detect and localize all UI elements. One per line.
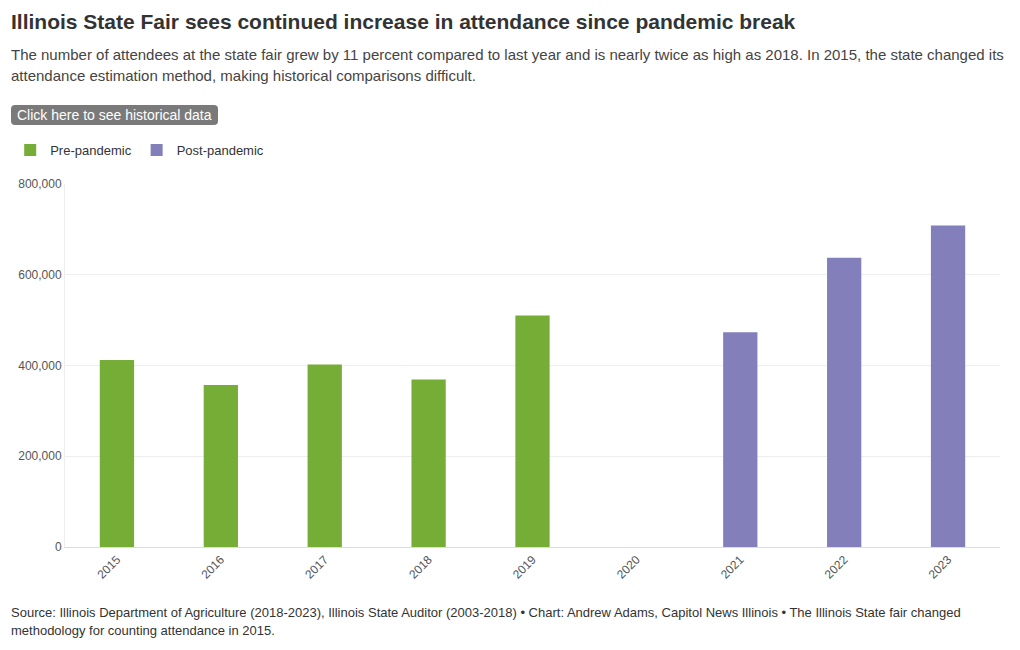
svg-text:Pre-pandemic: Pre-pandemic xyxy=(50,143,131,158)
svg-text:2016: 2016 xyxy=(198,553,227,582)
svg-text:400,000: 400,000 xyxy=(18,359,62,373)
svg-text:2022: 2022 xyxy=(822,553,851,582)
svg-text:2017: 2017 xyxy=(302,553,331,582)
svg-text:0: 0 xyxy=(55,540,62,554)
html-text:Source: Illinois Department of: Source: Illinois Department of Agricultu… xyxy=(11,605,961,638)
html-text:The number of attendees at the: The number of attendees at the state fai… xyxy=(11,46,1004,84)
svg-text:2023: 2023 xyxy=(926,553,955,582)
svg-text:Post-pandemic: Post-pandemic xyxy=(177,143,264,158)
svg-text:2019: 2019 xyxy=(510,553,539,582)
svg-text:2020: 2020 xyxy=(614,553,643,582)
svg-text:200,000: 200,000 xyxy=(18,449,62,463)
svg-text:800,000: 800,000 xyxy=(18,177,62,191)
html-text:Illinois State Fair sees conti: Illinois State Fair sees continued incre… xyxy=(11,10,796,33)
svg-text:2018: 2018 xyxy=(406,553,435,582)
svg-text:2021: 2021 xyxy=(718,553,747,582)
svg-text:2015: 2015 xyxy=(95,553,124,582)
html-text:Click here to see historical d: Click here to see historical data xyxy=(17,107,212,123)
svg-text:600,000: 600,000 xyxy=(18,268,62,282)
